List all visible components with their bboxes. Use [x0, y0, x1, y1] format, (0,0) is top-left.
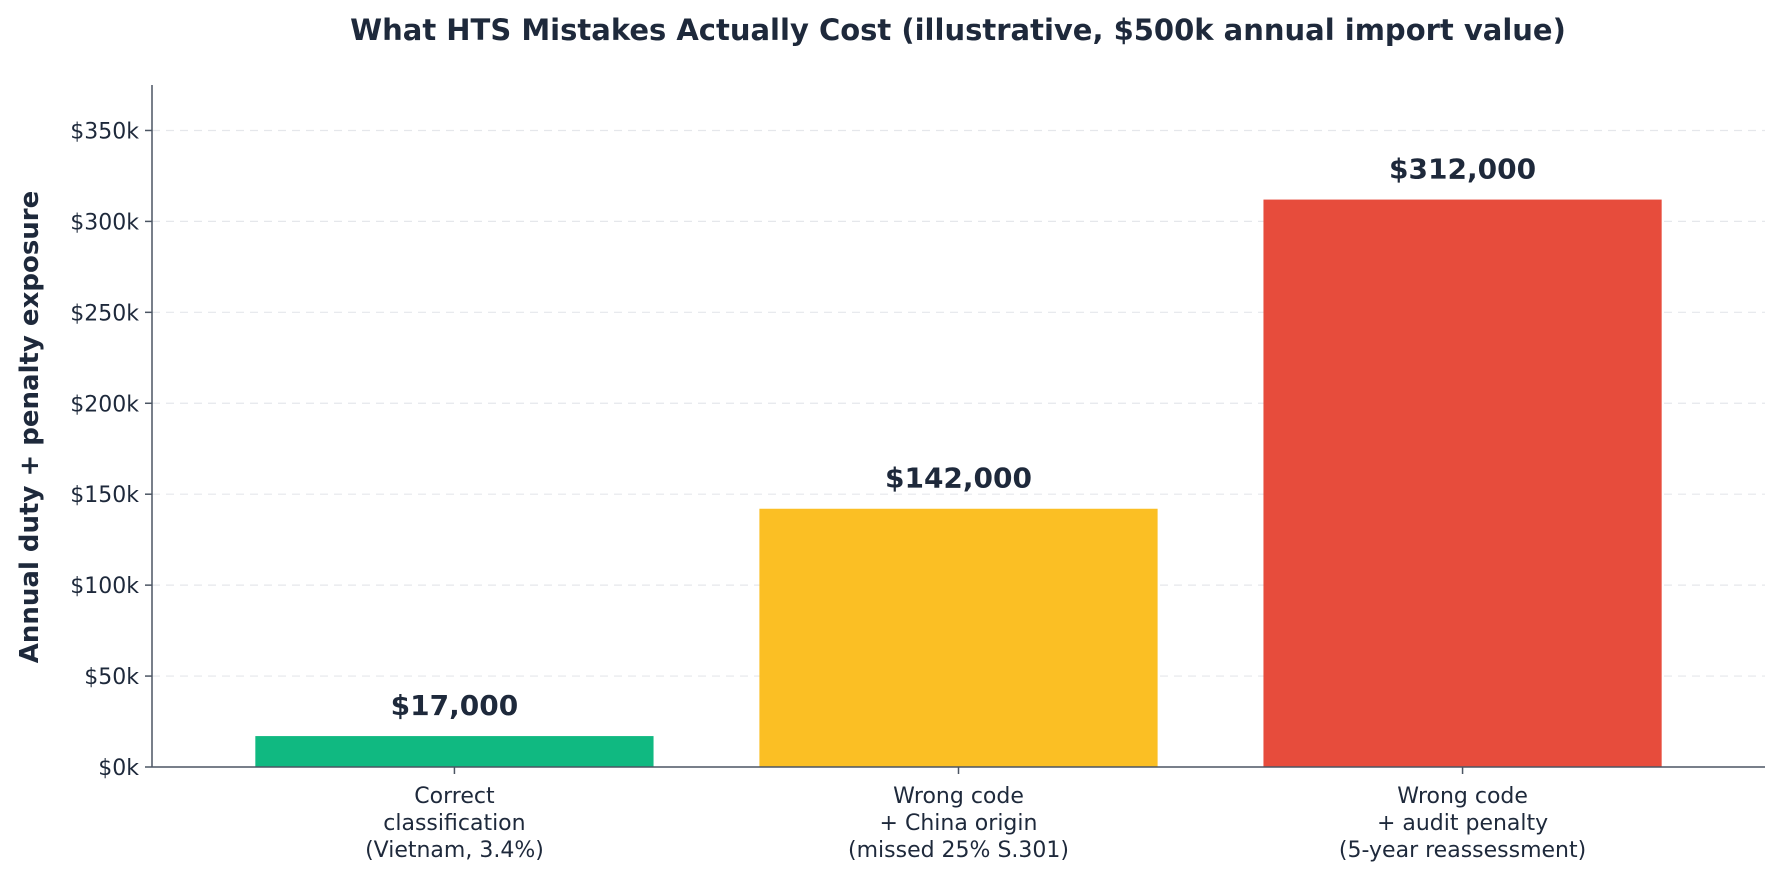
x-tick-label-line: + China origin — [880, 811, 1038, 836]
x-tick-label-line: Wrong code — [893, 784, 1024, 809]
x-tick-label-line: classification — [383, 811, 525, 836]
x-tick-label-line: Wrong code — [1397, 784, 1528, 809]
y-tick-label: $50k — [84, 665, 139, 690]
value-labels: $17,000 $142,000 $312,000 — [391, 153, 1536, 723]
chart-title: What HTS Mistakes Actually Cost (illustr… — [350, 13, 1566, 47]
x-tick-label-line: (Vietnam, 3.4%) — [365, 838, 544, 863]
y-ticks: $0k $50k $100k $150k $200k $250k $300k $350k — [70, 119, 152, 781]
y-tick-label: $200k — [70, 392, 139, 417]
bar — [255, 736, 654, 767]
bar — [1263, 199, 1662, 768]
x-tick-label: Correct classification (Vietnam, 3.4%) — [365, 784, 544, 863]
x-tick-label: Wrong code + audit penalty (5-year reasses… — [1339, 784, 1586, 863]
x-tick-label-line: Correct — [414, 784, 495, 809]
y-tick-label: $100k — [70, 574, 139, 599]
x-tick-label-line: + audit penalty — [1377, 811, 1548, 836]
x-ticks: Correct classification (Vietnam, 3.4%) Wron… — [365, 767, 1586, 863]
y-tick-label: $250k — [70, 301, 139, 326]
x-tick-label: Wrong code + China origin (missed 25% S.30… — [848, 784, 1069, 863]
value-label: $17,000 — [391, 689, 519, 722]
y-tick-label: $300k — [70, 210, 139, 235]
x-tick-label-line: (5-year reassessment) — [1339, 838, 1586, 863]
x-tick-label-line: (missed 25% S.301) — [848, 838, 1069, 863]
y-axis-label: Annual duty + penalty exposure — [15, 191, 45, 664]
value-label: $312,000 — [1389, 153, 1536, 186]
value-label: $142,000 — [885, 462, 1032, 495]
bars — [255, 199, 1662, 768]
y-tick-label: $150k — [70, 483, 139, 508]
y-tick-label: $350k — [70, 119, 139, 144]
bar — [759, 508, 1158, 767]
y-tick-label: $0k — [98, 756, 139, 781]
